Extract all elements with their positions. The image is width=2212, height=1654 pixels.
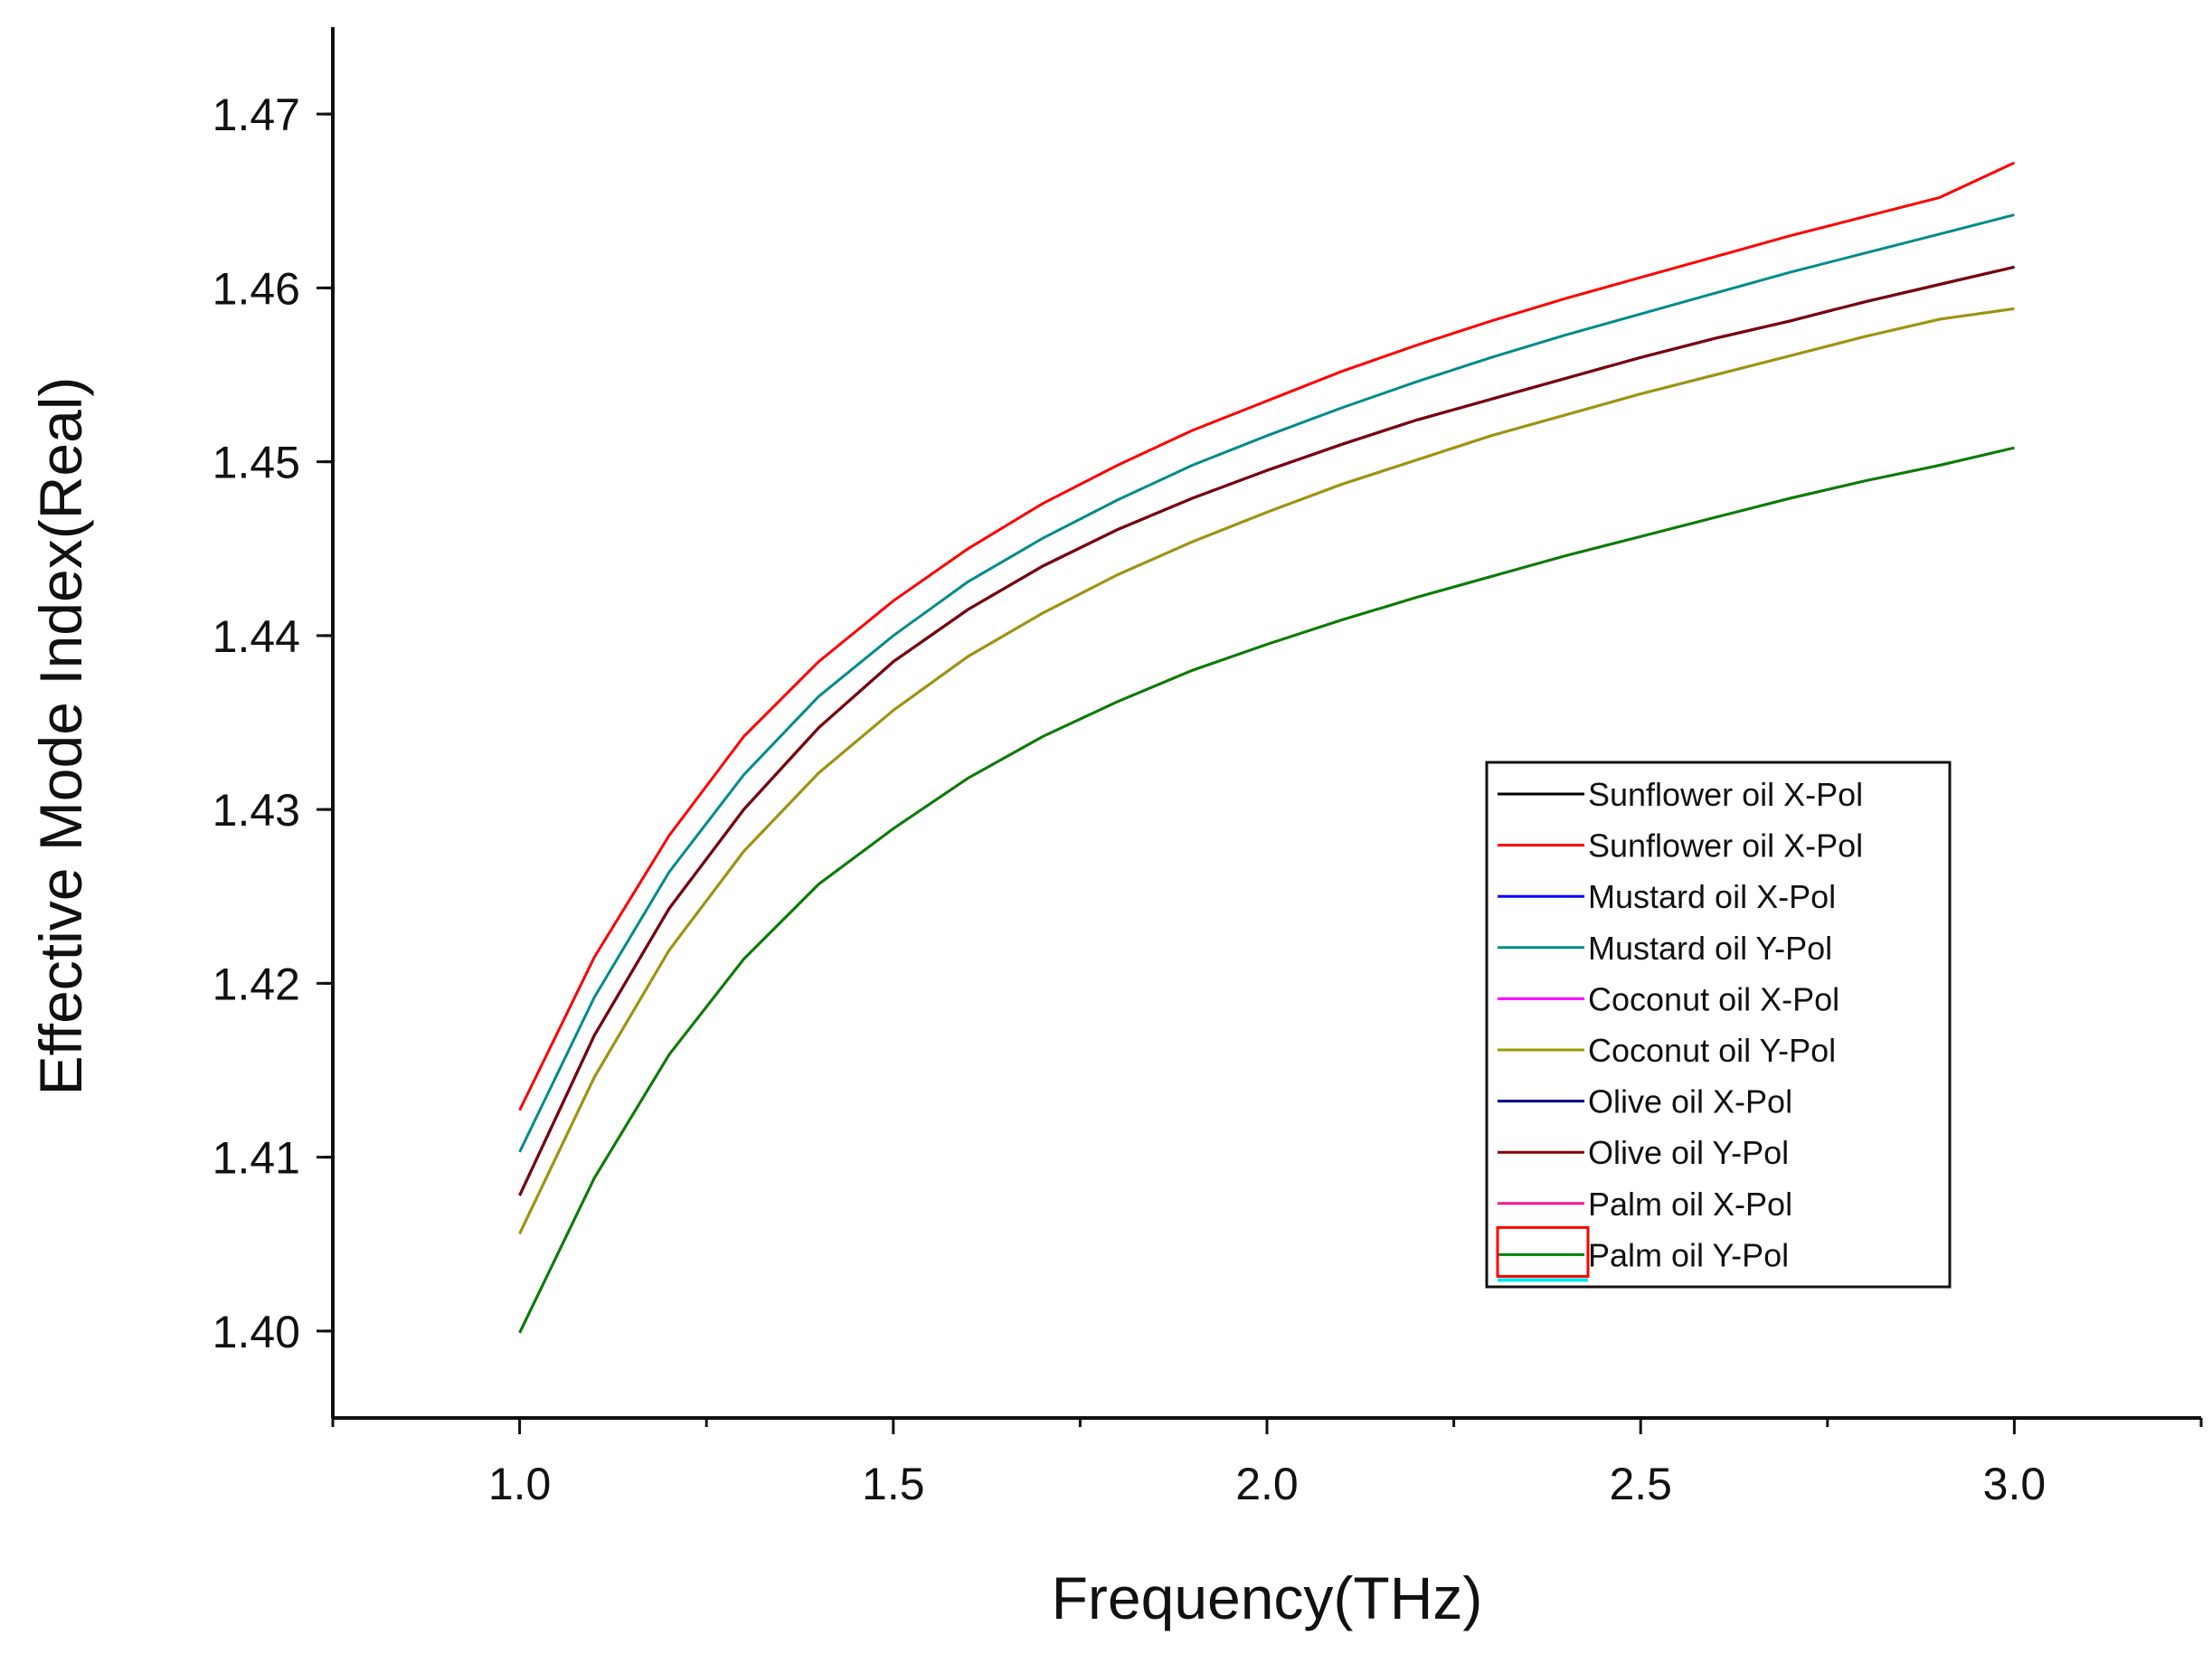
legend-label: Olive oil Y-Pol — [1588, 1134, 1789, 1171]
series-line-9 — [518, 446, 2015, 1334]
series-line-5 — [518, 307, 2015, 1234]
series-line-7 — [518, 265, 2015, 1196]
y-tick-label: 1.41 — [213, 1133, 300, 1184]
legend-label: Sunflower oil X-Pol — [1588, 776, 1863, 813]
series-line-1 — [518, 161, 2016, 1111]
legend-label: Mustard oil X-Pol — [1588, 878, 1836, 915]
legend-label: Olive oil X-Pol — [1588, 1083, 1792, 1120]
legend-label: Palm oil X-Pol — [1588, 1186, 1792, 1223]
x-tick-label: 1.5 — [862, 1459, 925, 1509]
legend-label: Sunflower oil X-Pol — [1588, 827, 1863, 865]
legend-label: Coconut oil X-Pol — [1588, 980, 1839, 1017]
series-lines — [518, 161, 2016, 1334]
legend-label: Coconut oil Y-Pol — [1588, 1032, 1836, 1069]
y-axis-title: Effective Mode Index(Real) — [27, 377, 94, 1096]
y-tick-label: 1.45 — [213, 438, 300, 488]
x-tick-label: 3.0 — [1983, 1459, 2047, 1509]
legend-label: Palm oil Y-Pol — [1588, 1236, 1789, 1273]
legend-extra-box-swatch — [1496, 1225, 1590, 1278]
legend-label: Mustard oil Y-Pol — [1588, 930, 1832, 967]
y-tick-label: 1.40 — [213, 1307, 300, 1357]
x-tick-label: 1.0 — [488, 1459, 552, 1509]
y-tick-label: 1.47 — [213, 90, 300, 140]
x-tick-label: 2.0 — [1235, 1459, 1299, 1509]
ticks: 1.0 1.5 2.0 2.5 3.0 1.40 1.41 1.42 1.43 1.44 1.45 1… — [213, 90, 2203, 1509]
y-tick-label: 1.42 — [213, 959, 300, 1009]
x-tick-label: 2.5 — [1609, 1459, 1672, 1509]
x-axis-title: Frequency(THz) — [1052, 1564, 1483, 1631]
series-line-3 — [518, 213, 2015, 1153]
legend: Sunflower oil X-Pol Sunflower oil X-Pol Mu… — [1485, 761, 1952, 1289]
legend-box — [1485, 761, 1952, 1289]
y-tick-label: 1.44 — [213, 611, 300, 662]
y-tick-label: 1.43 — [213, 785, 300, 836]
y-tick-label: 1.46 — [213, 263, 300, 314]
